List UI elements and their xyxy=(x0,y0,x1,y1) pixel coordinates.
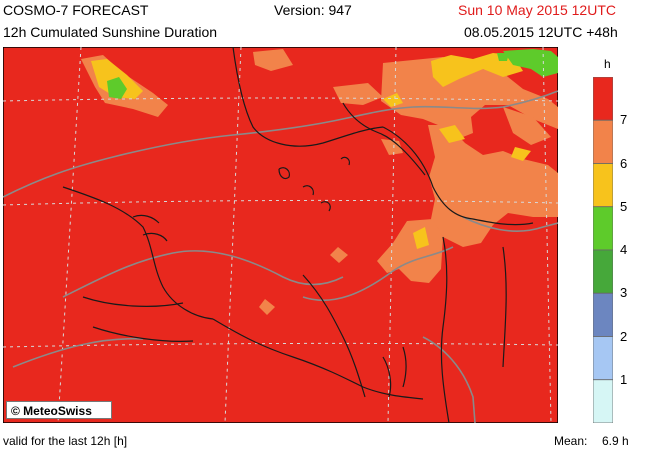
mean-value: 6.9 h xyxy=(602,434,629,448)
legend-tick-label: 2 xyxy=(620,328,628,344)
green-areas xyxy=(107,49,558,99)
legend-swatch xyxy=(593,163,613,208)
model-title: COSMO-7 FORECAST xyxy=(3,2,149,18)
yellow-areas xyxy=(91,53,531,249)
legend-tick-label: 6 xyxy=(620,155,628,171)
legend-swatch xyxy=(593,379,613,423)
sunshine-map xyxy=(3,47,558,423)
legend-swatch xyxy=(593,119,613,164)
meteoswiss-credit: © MeteoSwiss xyxy=(6,401,112,419)
valid-time: Sun 10 May 2015 12UTC xyxy=(458,2,616,18)
mean-label: Mean: xyxy=(554,434,588,448)
legend-unit: h xyxy=(604,57,611,71)
validity-note: valid for the last 12h [h] xyxy=(3,434,128,448)
legend-swatch xyxy=(593,292,613,337)
legend-tick-label: 3 xyxy=(620,285,628,301)
version-label: Version: 947 xyxy=(274,2,352,18)
legend-tick-label: 4 xyxy=(620,242,628,257)
rivers xyxy=(3,90,558,423)
legend-tick-label: 1 xyxy=(620,371,628,387)
legend-tick-label: 5 xyxy=(620,198,628,214)
color-scale xyxy=(593,77,613,423)
legend-swatch xyxy=(593,336,613,381)
legend-swatch xyxy=(593,206,613,251)
run-info: 08.05.2015 12UTC +48h xyxy=(464,24,618,40)
legend-swatch xyxy=(593,77,613,121)
legend-swatch xyxy=(593,249,613,294)
legend-tick-label: 7 xyxy=(620,112,628,128)
product-title: 12h Cumulated Sunshine Duration xyxy=(3,24,218,40)
borders xyxy=(62,47,534,423)
